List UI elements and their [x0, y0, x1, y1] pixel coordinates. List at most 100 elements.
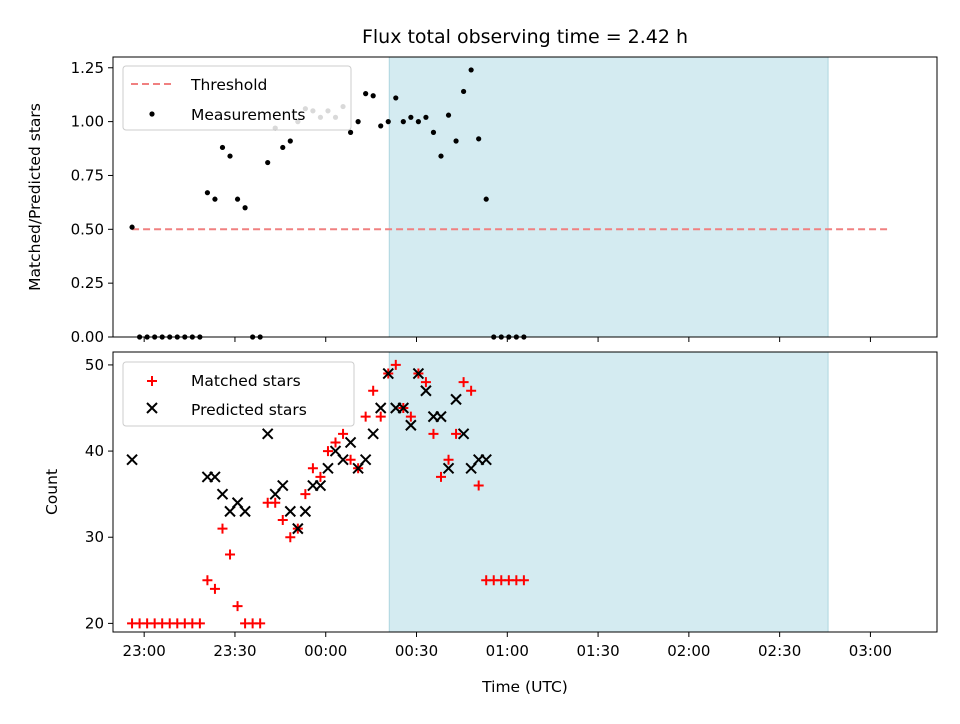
x-tick-label-6: 02:00 — [667, 642, 710, 660]
x-tick-label-2: 00:00 — [304, 642, 347, 660]
measurement-point — [370, 93, 376, 99]
legend-measurements-label: Measurements — [191, 106, 306, 124]
y-tick-label-bottom-2: 40 — [85, 442, 104, 460]
x-tick-label-1: 23:30 — [213, 642, 256, 660]
measurement-point — [363, 91, 369, 97]
predicted-star-point — [435, 410, 447, 423]
matched-star-point — [451, 428, 462, 439]
measurement-point — [242, 205, 248, 211]
x-tick-label-7: 02:30 — [758, 642, 801, 660]
y-axis-label-top: Matched/Predicted stars — [26, 103, 44, 291]
x-tick-label-8: 03:00 — [849, 642, 892, 660]
predicted-star-point — [277, 479, 289, 492]
legend-predicted-label: Predicted stars — [191, 401, 307, 419]
predicted-star-point — [450, 393, 462, 406]
measurement-point — [227, 153, 233, 159]
measurement-point — [408, 114, 414, 120]
matched-star-point — [345, 454, 356, 465]
matched-star-point — [232, 601, 243, 612]
predicted-star-point — [442, 462, 455, 475]
legend-measurements-swatch — [149, 111, 155, 117]
predicted-star-point — [397, 402, 410, 414]
predicted-star-point — [367, 428, 379, 440]
measurement-point — [219, 144, 226, 151]
predicted-star-point — [344, 436, 357, 449]
predicted-star-point — [359, 453, 372, 466]
matched-star-point — [338, 428, 349, 439]
y-tick-label-top-5: 1.25 — [71, 59, 104, 77]
predicted-star-point — [322, 462, 334, 475]
measurement-point — [393, 95, 399, 101]
legend-top: Threshold Measurements — [122, 65, 352, 131]
x-tick-label-5: 01:30 — [576, 642, 619, 660]
measurement-point — [385, 119, 391, 125]
matched-star-point — [330, 437, 341, 448]
matched-star-point — [217, 523, 228, 534]
matched-star-point — [277, 515, 288, 525]
matched-star-point — [315, 471, 326, 482]
measurement-point — [476, 136, 482, 142]
predicted-star-point — [382, 367, 394, 380]
chart-title: Flux total observing time = 2.42 h — [362, 26, 688, 48]
plot-frame-bottom — [112, 351, 938, 633]
matched-star-point — [375, 411, 386, 422]
predicted-star-point — [405, 419, 417, 431]
plot-frame-top — [112, 56, 938, 338]
measurement-point — [265, 159, 271, 166]
measurement-point — [400, 119, 406, 125]
observing-window-bottom — [388, 351, 829, 633]
matched-star-point — [473, 480, 484, 491]
panel-bottom: 20 30 40 50 23:00 23:30 00:00 00:30 01:00 01:30 02… — [85, 351, 938, 660]
measurement-point — [355, 119, 361, 125]
predicted-star-point — [299, 505, 312, 518]
matched-star-point — [202, 575, 213, 586]
matched-star-point — [435, 471, 446, 482]
x-tick-label-3: 00:30 — [395, 642, 438, 660]
predicted-star-point — [126, 453, 138, 466]
measurement-point — [129, 224, 135, 230]
legend-top-box — [122, 65, 352, 131]
predicted-star-point — [412, 367, 425, 380]
matched-star-point — [225, 549, 236, 560]
legend-threshold-label: Threshold — [190, 76, 267, 94]
y-tick-label-top-1: 0.25 — [71, 274, 104, 292]
predicted-star-point — [375, 402, 387, 414]
predicted-star-point — [292, 522, 304, 535]
legend-predicted-swatch — [146, 402, 158, 414]
predicted-star-point — [457, 428, 470, 440]
measurement-point — [234, 196, 241, 202]
matched-star-point — [307, 463, 318, 474]
measurement-point — [287, 138, 293, 144]
predicted-star-point — [216, 488, 229, 500]
y-tick-label-top-4: 1.00 — [71, 113, 104, 131]
matched-star-point — [458, 377, 469, 388]
measurement-point — [430, 129, 437, 135]
matched-star-point — [405, 411, 416, 422]
legend-matched-label: Matched stars — [191, 372, 301, 390]
predicted-star-point — [337, 453, 349, 466]
measurement-point — [280, 144, 286, 151]
measurement-point — [415, 119, 421, 125]
x-tick-label-4: 01:00 — [486, 642, 529, 660]
predicted-star-point — [284, 505, 297, 518]
matched-star-point — [518, 575, 529, 586]
legend-matched-swatch — [147, 376, 157, 386]
matched-star-point — [368, 385, 379, 396]
measurement-point — [204, 190, 211, 196]
y-tick-label-top-2: 0.50 — [71, 220, 104, 238]
y-tick-label-top-3: 0.75 — [71, 166, 104, 184]
x-tick-label-0: 23:00 — [123, 642, 166, 660]
measurement-point — [423, 114, 429, 120]
measurement-point — [453, 138, 459, 144]
measurement-point — [212, 196, 218, 202]
x-axis-label: Time (UTC) — [481, 678, 568, 696]
measurement-point — [378, 123, 384, 129]
observing-window-top — [388, 56, 829, 338]
matched-star-point — [360, 411, 371, 422]
matched-star-point — [466, 385, 477, 396]
measurement-point — [445, 112, 452, 118]
predicted-star-point — [261, 428, 274, 440]
matched-star-point — [390, 359, 401, 370]
measurement-point — [438, 153, 444, 159]
